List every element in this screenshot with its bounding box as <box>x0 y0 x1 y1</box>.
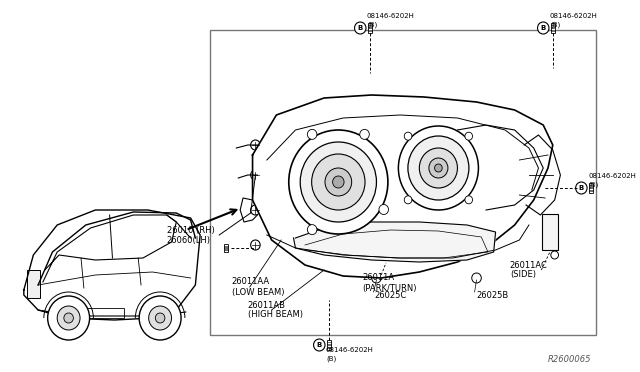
Circle shape <box>404 196 412 204</box>
Circle shape <box>300 142 376 222</box>
Text: 26011AB: 26011AB <box>248 301 286 310</box>
Circle shape <box>435 164 442 172</box>
Circle shape <box>472 273 481 283</box>
Circle shape <box>251 140 260 150</box>
Circle shape <box>551 251 559 259</box>
Circle shape <box>64 313 74 323</box>
Text: 08146-6202H: 08146-6202H <box>367 13 415 19</box>
Circle shape <box>57 306 80 330</box>
Circle shape <box>379 205 388 215</box>
Bar <box>589 183 593 193</box>
Text: (B): (B) <box>326 356 336 362</box>
Text: 26011AA: 26011AA <box>232 278 269 286</box>
Bar <box>224 244 228 252</box>
Text: 08146-6202H: 08146-6202H <box>550 13 598 19</box>
Circle shape <box>251 240 260 250</box>
Text: R2600065: R2600065 <box>548 356 591 365</box>
Circle shape <box>47 296 90 340</box>
Circle shape <box>398 126 479 210</box>
Bar <box>368 23 372 33</box>
Circle shape <box>325 168 351 196</box>
Circle shape <box>251 205 260 215</box>
Text: (B): (B) <box>550 22 560 28</box>
Circle shape <box>429 158 448 178</box>
Circle shape <box>538 22 549 34</box>
Text: 08146-6202H: 08146-6202H <box>588 173 636 179</box>
Bar <box>542 214 557 250</box>
Bar <box>551 23 555 33</box>
Text: B: B <box>541 25 546 31</box>
Circle shape <box>465 196 472 204</box>
Circle shape <box>372 273 381 283</box>
Circle shape <box>333 176 344 188</box>
Bar <box>327 340 331 350</box>
Bar <box>27 270 40 298</box>
Text: (PARK/TURN): (PARK/TURN) <box>362 283 417 292</box>
Circle shape <box>355 22 366 34</box>
Text: 26060(LH): 26060(LH) <box>167 235 211 244</box>
Text: 26010 (RH): 26010 (RH) <box>167 225 214 234</box>
Circle shape <box>404 132 412 140</box>
Polygon shape <box>294 222 495 262</box>
Circle shape <box>148 306 172 330</box>
Text: 26025C: 26025C <box>374 291 407 299</box>
Text: (LOW BEAM): (LOW BEAM) <box>232 288 284 296</box>
Circle shape <box>289 130 388 234</box>
Text: B: B <box>317 342 322 348</box>
Bar <box>76 308 124 318</box>
Text: (SIDE): (SIDE) <box>510 270 536 279</box>
Text: (B): (B) <box>588 182 598 188</box>
Text: 26011A: 26011A <box>362 273 394 282</box>
Circle shape <box>307 225 317 235</box>
Circle shape <box>139 296 181 340</box>
Circle shape <box>408 136 469 200</box>
Text: B: B <box>579 185 584 191</box>
Text: 26011AC: 26011AC <box>510 260 548 269</box>
Text: (B): (B) <box>367 22 377 28</box>
Circle shape <box>465 132 472 140</box>
Text: (HIGH BEAM): (HIGH BEAM) <box>248 311 303 320</box>
Circle shape <box>251 170 260 180</box>
Circle shape <box>419 148 458 188</box>
Circle shape <box>312 154 365 210</box>
Text: B: B <box>358 25 363 31</box>
Polygon shape <box>253 95 553 278</box>
Circle shape <box>307 129 317 140</box>
Circle shape <box>575 182 587 194</box>
Bar <box>210 30 596 335</box>
Circle shape <box>314 339 325 351</box>
Text: 26025B: 26025B <box>477 291 509 299</box>
Text: 08146-6202H: 08146-6202H <box>326 347 374 353</box>
Circle shape <box>156 313 165 323</box>
Circle shape <box>360 129 369 140</box>
